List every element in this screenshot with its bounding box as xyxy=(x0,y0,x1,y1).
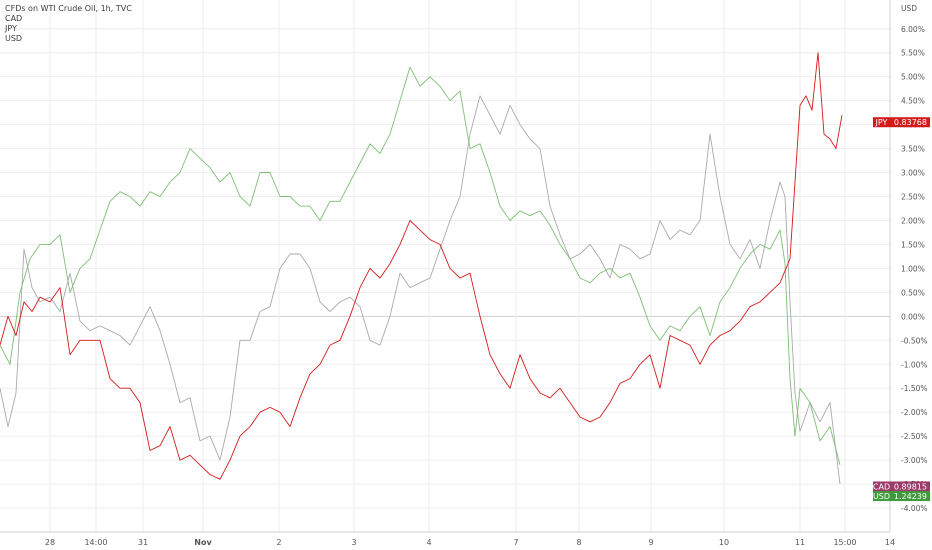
legend-title: CFDs on WTI Crude Oil, 1h, TVC xyxy=(5,4,132,13)
series-line-jpy xyxy=(0,52,843,480)
tag-value-label: 0.89815 xyxy=(894,482,927,491)
legend-item-usd[interactable]: USD xyxy=(5,34,23,43)
y-tick-label: 1.50% xyxy=(901,240,925,249)
y-tick-label: -1.00% xyxy=(901,360,928,369)
y-tick-label: 2.50% xyxy=(901,193,925,202)
y-tick-label: -0.50% xyxy=(901,336,928,345)
y-tick-label: -3.00% xyxy=(901,456,928,465)
x-tick-label: 11 xyxy=(795,538,805,547)
last-value-tags: JPY 0.83768 CAD 0.89815 USD 1.24239 xyxy=(873,117,930,502)
x-tick-label: 28 xyxy=(45,538,55,547)
x-tick-label: 8 xyxy=(576,538,581,547)
tag-name-box xyxy=(873,491,890,502)
y-axis[interactable]: 6.00%5.50%5.00%4.50%4.00%3.50%3.00%2.50%… xyxy=(901,25,928,513)
tag-name-label: CAD xyxy=(873,482,890,491)
tag-value-box xyxy=(890,117,930,128)
last-value-tag-jpy: JPY 0.83768 xyxy=(873,117,930,128)
y-tick-label: 2.00% xyxy=(901,216,925,225)
y-tick-label: 3.00% xyxy=(901,169,925,178)
axis-unit-label: USD xyxy=(901,4,917,13)
y-tick-label: 0.50% xyxy=(901,288,925,297)
y-tick-label: 5.50% xyxy=(901,49,925,58)
y-tick-label: 0.00% xyxy=(901,312,925,321)
y-tick-label: -4.00% xyxy=(901,504,928,513)
x-axis[interactable]: 28 14:00 31 Nov 2 3 4 7 8 9 10 11 15:00 14 xyxy=(45,538,895,547)
grid xyxy=(0,0,891,533)
x-tick-label: 31 xyxy=(138,538,148,547)
tag-name-label: JPY xyxy=(875,118,888,127)
x-tick-label: 7 xyxy=(513,538,518,547)
x-tick-label: 14 xyxy=(885,538,895,547)
x-tick-label: 10 xyxy=(719,538,729,547)
x-tick-label: 9 xyxy=(648,538,653,547)
tag-value-box xyxy=(890,481,930,492)
y-tick-label: -2.50% xyxy=(901,432,928,441)
y-tick-label: 5.00% xyxy=(901,73,925,82)
x-tick-label: 14:00 xyxy=(84,538,107,547)
legend-item-jpy[interactable]: JPY xyxy=(5,24,17,33)
series-line-cad xyxy=(0,95,841,485)
y-tick-label: 3.50% xyxy=(901,145,925,154)
series-lines xyxy=(0,52,843,485)
tag-name-box xyxy=(873,117,890,128)
x-tick-label: 2 xyxy=(276,538,281,547)
x-tick-label: Nov xyxy=(194,538,212,547)
legend-item-cad[interactable]: CAD xyxy=(5,14,23,23)
y-tick-label: 1.00% xyxy=(901,264,925,273)
y-tick-label: -2.00% xyxy=(901,408,928,417)
chart-legend: CFDs on WTI Crude Oil, 1h, TVC CAD JPY U… xyxy=(5,4,132,44)
tag-name-box xyxy=(873,481,890,492)
y-tick-label: 6.00% xyxy=(901,25,925,34)
x-tick-label: 15:00 xyxy=(833,538,856,547)
series-line-usd xyxy=(0,66,841,466)
y-tick-label: 4.50% xyxy=(901,97,925,106)
tag-value-label: 0.83768 xyxy=(894,118,927,127)
last-value-tag-usd: USD 1.24239 xyxy=(873,491,930,502)
last-value-tag-cad: CAD 0.89815 xyxy=(873,481,930,492)
tag-value-label: 1.24239 xyxy=(894,492,927,501)
x-tick-label: 3 xyxy=(351,538,356,547)
tag-name-label: USD xyxy=(873,492,890,501)
tag-value-box xyxy=(890,491,930,502)
x-tick-label: 4 xyxy=(426,538,431,547)
y-tick-label: -1.50% xyxy=(901,384,928,393)
